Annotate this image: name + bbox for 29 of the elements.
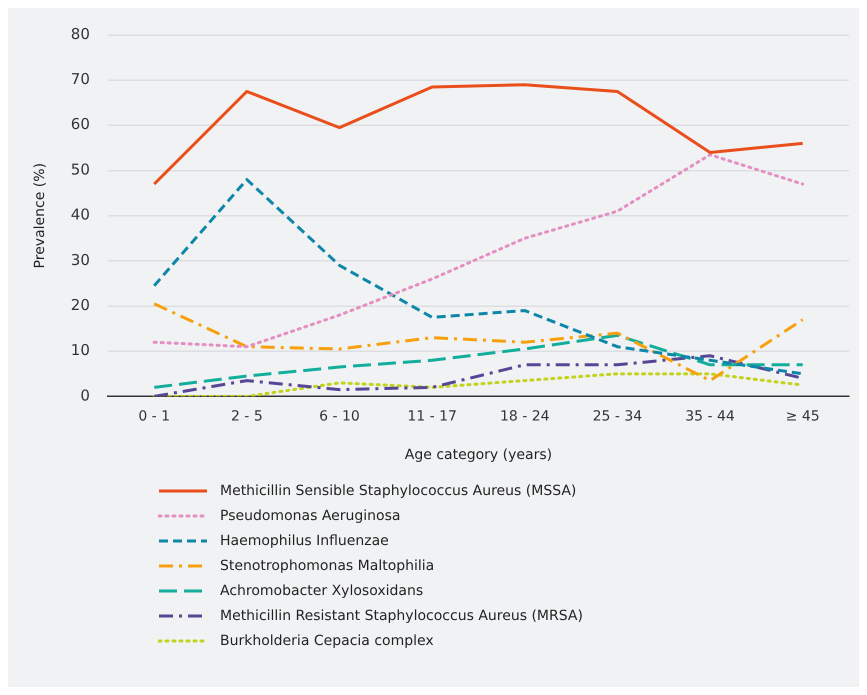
x-tick-label: 18 - 24 (500, 408, 550, 424)
y-tick-label: 0 (80, 386, 90, 404)
legend-label: Haemophilus Influenzae (220, 532, 389, 548)
x-tick-label: 0 - 1 (138, 408, 170, 424)
y-tick-label: 50 (70, 160, 90, 178)
x-tick-label: 2 - 5 (230, 408, 263, 424)
y-tick-label: 30 (70, 250, 90, 269)
y-tick-label: 60 (70, 115, 90, 134)
y-tick-label: 10 (70, 341, 90, 360)
legend-label: Pseudomonas Aeruginosa (220, 508, 400, 524)
legend-label: Achromobacter Xylosoxidans (220, 582, 424, 598)
y-axis-title: Prevalence (%) (32, 162, 48, 268)
y-tick-label: 80 (70, 24, 90, 43)
line-series (152, 153, 804, 348)
x-tick-label: 35 - 44 (685, 408, 735, 424)
x-tick-label: ≥ 45 (786, 408, 820, 424)
y-tick-label: 20 (70, 296, 90, 314)
x-axis-title: Age category (years) (404, 447, 552, 464)
x-tick-label: 6 - 10 (319, 408, 360, 424)
legend-label: Methicillin Resistant Staphylococcus Aureus (MRSA) (220, 608, 583, 624)
y-tick-label: 40 (70, 206, 90, 224)
x-tick-label: 11 - 17 (407, 408, 457, 424)
legend-label: Stenotrophomonas Maltophilia (220, 558, 434, 574)
legend-label: Methicillin Sensible Staphylococcus Aureus (MSSA) (220, 482, 576, 498)
line-series (152, 302, 804, 382)
y-tick-label: 70 (70, 70, 90, 88)
line-series (152, 334, 804, 389)
x-tick-label: 25 - 34 (592, 408, 642, 424)
legend-label: Burkholderia Cepacia complex (220, 632, 434, 648)
